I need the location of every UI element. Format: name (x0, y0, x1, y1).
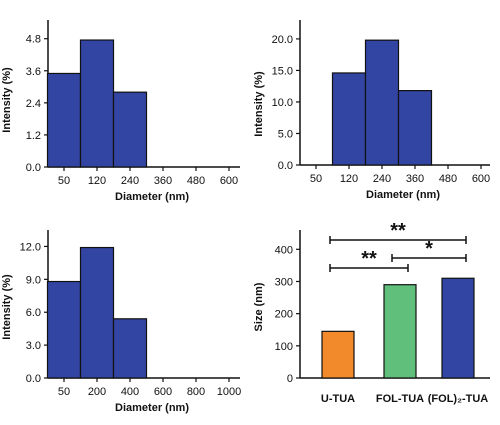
histogram-bar (397, 90, 433, 166)
x-tick-label: 480 (439, 173, 457, 185)
x-tick-label: 800 (187, 386, 205, 398)
category-label: (FOL)₂-TUA (428, 393, 489, 405)
size-bar (321, 330, 355, 379)
y-tick-label: 2.4 (26, 98, 41, 110)
y-tick-label: 12.0 (20, 241, 41, 253)
y-tick-label: 9.0 (26, 274, 41, 286)
x-tick-label: 480 (187, 175, 205, 187)
size-bar (383, 284, 417, 379)
x-tick-label: 120 (340, 173, 358, 185)
histogram-bar (112, 318, 148, 379)
x-tick-label: 1000 (217, 386, 241, 398)
y-axis-title: Intensity (%) (253, 71, 265, 137)
x-tick-label: 240 (121, 175, 139, 187)
x-tick-label: 240 (373, 173, 391, 185)
histogram-panel-top-left: 0.0 1.2 2.4 3.6 4.8 Intensity (%) 50 120 240 360 4… (1, 20, 240, 203)
y-tick-label: 15.0 (272, 65, 293, 77)
y-tick-label: 10.0 (272, 97, 293, 109)
histogram-bar (331, 72, 367, 166)
x-tick-label: 360 (154, 175, 172, 187)
y-tick-label: 100 (275, 341, 293, 353)
y-axis-title: Intensity (%) (1, 67, 13, 133)
y-tick-label: 400 (275, 244, 293, 256)
category-label: FOL-TUA (376, 393, 424, 405)
y-tick-label: 0.0 (26, 373, 41, 385)
histogram-panel-top-right: 0.0 5.0 10.0 15.0 20.0 Intensity (%) 50 120 240 3… (253, 20, 490, 201)
x-tick-label: 200 (88, 386, 106, 398)
y-tick-label: 6.0 (26, 307, 41, 319)
size-bar (441, 277, 475, 379)
y-tick-label: 3.0 (26, 340, 41, 352)
significance-label: ** (390, 220, 406, 242)
x-tick-label: 400 (121, 386, 139, 398)
y-tick-label: 300 (275, 276, 293, 288)
x-tick-label: 120 (88, 175, 106, 187)
significance-label: ** (361, 248, 377, 270)
x-tick-label: 50 (58, 386, 70, 398)
category-label: U-TUA (321, 393, 355, 405)
histogram-bar (46, 280, 82, 379)
x-tick-label: 600 (220, 175, 238, 187)
x-tick-label: 360 (406, 173, 424, 185)
significance-label: * (425, 238, 433, 260)
y-axis-title: Intensity (%) (1, 274, 13, 340)
histogram-bar (364, 39, 400, 166)
histogram-bar (112, 91, 148, 168)
x-tick-label: 600 (472, 173, 490, 185)
y-tick-label: 1.2 (26, 130, 41, 142)
histogram-bar (79, 246, 115, 379)
x-axis-title: Diameter (nm) (115, 402, 189, 414)
y-tick-label: 5.0 (278, 128, 293, 140)
x-axis-title: Diameter (nm) (366, 189, 440, 201)
histogram-bar (79, 39, 115, 168)
x-axis-title: Diameter (nm) (115, 191, 189, 203)
y-tick-label: 0.0 (26, 162, 41, 174)
y-tick-label: 3.6 (26, 66, 41, 78)
histogram-bar (46, 72, 82, 168)
y-tick-label: 4.8 (26, 34, 41, 46)
x-tick-label: 600 (154, 386, 172, 398)
y-tick-label: 0 (287, 373, 293, 385)
y-tick-label: 0.0 (278, 160, 293, 172)
x-tick-label: 50 (58, 175, 70, 187)
y-tick-label: 20.0 (272, 34, 293, 46)
y-tick-label: 200 (275, 309, 293, 321)
x-tick-label: 50 (310, 173, 322, 185)
histogram-panel-bottom-left: 0.0 3.0 6.0 9.0 12.0 Intensity (%) 50 200 400 600… (1, 230, 241, 414)
size-comparison-panel: 0 100 200 300 400 Size (nm) U-TUA FOL-TUA (FOL)₂… (253, 220, 490, 405)
y-axis-title: Size (nm) (253, 282, 265, 331)
